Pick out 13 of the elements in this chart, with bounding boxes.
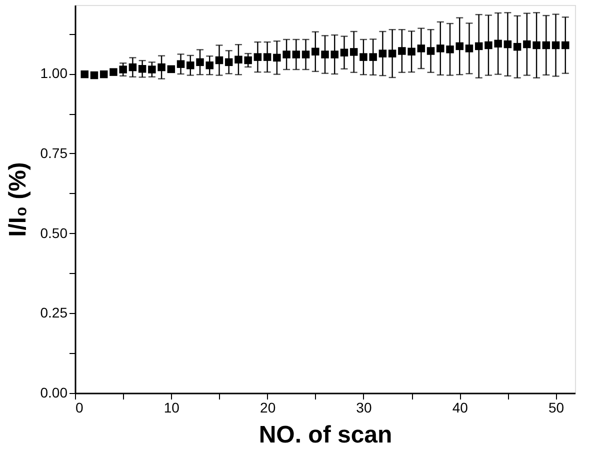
y-tick-label: 0.50 xyxy=(40,224,68,241)
y-tick-label: 1.00 xyxy=(40,65,68,82)
x-tick-label: 40 xyxy=(452,400,468,416)
y-tick-label: 0.00 xyxy=(40,384,68,400)
x-tick-label: 20 xyxy=(260,400,276,416)
x-tick-label: 50 xyxy=(548,400,564,416)
x-tick-label: 30 xyxy=(356,400,372,416)
y-tick-label: 0.25 xyxy=(40,304,68,321)
y-axis-title: I/I₀ (%) xyxy=(4,162,32,237)
x-tick-label: 0 xyxy=(76,400,84,416)
y-tick-label: 0.75 xyxy=(40,144,68,161)
x-axis-title: NO. of scan xyxy=(258,422,392,448)
x-tick-label: 10 xyxy=(164,400,180,416)
